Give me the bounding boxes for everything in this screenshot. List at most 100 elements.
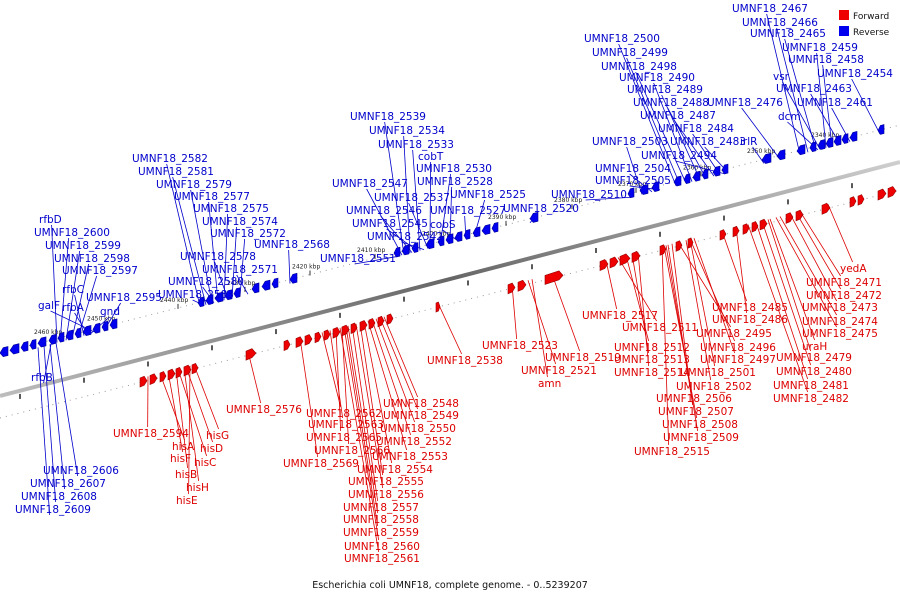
- forward-gene-arrow[interactable]: [341, 324, 350, 337]
- reverse-gene-arrow[interactable]: [214, 291, 224, 303]
- gene-label-umnf18-2551[interactable]: UMNF18_2551: [320, 253, 396, 265]
- gene-label-cobs[interactable]: cobS: [430, 219, 456, 231]
- gene-label-umnf18-2476[interactable]: UMNF18_2476: [707, 97, 783, 109]
- reverse-gene-arrow[interactable]: [463, 229, 471, 240]
- gene-label-umnf18-2512[interactable]: UMNF18_2512: [614, 342, 690, 354]
- gene-label-umnf18-2581[interactable]: UMNF18_2581: [138, 166, 214, 178]
- gene-label-umnf18-2472[interactable]: UMNF18_2472: [806, 290, 882, 302]
- gene-label-hisc[interactable]: hisC: [194, 457, 216, 469]
- gene-label-umnf18-2542[interactable]: UMNF18_2542: [367, 231, 443, 243]
- gene-label-umnf18-2557[interactable]: UMNF18_2557: [343, 502, 419, 514]
- gene-label-umnf18-2519[interactable]: UMNF18_2519: [545, 352, 621, 364]
- forward-gene-arrow[interactable]: [857, 194, 865, 206]
- gene-label-umnf18-2479[interactable]: UMNF18_2479: [776, 352, 852, 364]
- gene-label-umnf18-2466[interactable]: UMNF18_2466: [742, 17, 818, 29]
- gene-label-hisf[interactable]: hisF: [170, 453, 191, 465]
- gene-label-umnf18-2467[interactable]: UMNF18_2467: [732, 3, 808, 15]
- gene-label-umnf18-2505[interactable]: UMNF18_2505: [595, 175, 671, 187]
- reverse-gene-arrow[interactable]: [261, 279, 271, 291]
- forward-gene-arrow[interactable]: [167, 368, 176, 381]
- gene-label-irlr[interactable]: irlR: [740, 136, 757, 148]
- gene-label-umnf18-2482[interactable]: UMNF18_2482: [773, 393, 849, 405]
- gene-label-umnf18-2571[interactable]: UMNF18_2571: [202, 264, 278, 276]
- gene-label-umnf18-2565[interactable]: UMNF18_2565: [306, 432, 382, 444]
- gene-label-hish[interactable]: hisH: [186, 482, 209, 494]
- reverse-gene-arrow[interactable]: [65, 329, 74, 341]
- reverse-gene-arrow[interactable]: [233, 287, 241, 298]
- forward-gene-arrow[interactable]: [368, 318, 376, 330]
- gene-label-umnf18-2606[interactable]: UMNF18_2606: [43, 465, 119, 477]
- gene-label-umnf18-2481[interactable]: UMNF18_2481: [773, 380, 849, 392]
- reverse-gene-arrow[interactable]: [529, 211, 539, 223]
- reverse-gene-arrow[interactable]: [401, 244, 410, 256]
- gene-label-umnf18-2486[interactable]: UMNF18_2486: [712, 314, 788, 326]
- forward-gene-arrow[interactable]: [742, 223, 750, 235]
- forward-gene-arrow[interactable]: [687, 237, 694, 249]
- reverse-gene-arrow[interactable]: [92, 322, 101, 334]
- forward-gene-arrow[interactable]: [887, 186, 897, 198]
- gene-label-yeda[interactable]: yedA: [840, 263, 867, 275]
- reverse-gene-arrow[interactable]: [639, 183, 649, 195]
- gene-label-umnf18-2563[interactable]: UMNF18_2563: [308, 419, 384, 431]
- gene-label-umnf18-2549[interactable]: UMNF18_2549: [383, 410, 459, 422]
- forward-gene-arrow[interactable]: [849, 196, 857, 208]
- gene-label-umnf18-2499[interactable]: UMNF18_2499: [592, 47, 668, 59]
- forward-gene-arrow[interactable]: [631, 250, 641, 263]
- forward-gene-arrow[interactable]: [507, 282, 516, 295]
- gene-label-umnf18-2545[interactable]: UMNF18_2545: [352, 218, 428, 230]
- gene-label-umnf18-2501[interactable]: UMNF18_2501: [680, 367, 756, 379]
- reverse-gene-arrow[interactable]: [197, 296, 205, 308]
- forward-gene-arrow[interactable]: [245, 348, 257, 361]
- gene-label-rfbd[interactable]: rfbD: [39, 214, 62, 226]
- gene-label-umnf18-2530[interactable]: UMNF18_2530: [416, 163, 492, 175]
- gene-label-umnf18-2487[interactable]: UMNF18_2487: [640, 110, 716, 122]
- gene-label-umnf18-2514[interactable]: UMNF18_2514: [614, 367, 690, 379]
- reverse-gene-arrow[interactable]: [454, 231, 463, 242]
- forward-gene-arrow[interactable]: [149, 373, 158, 385]
- gene-label-umnf18-2484[interactable]: UMNF18_2484: [658, 123, 734, 135]
- gene-label-umnf18-2598[interactable]: UMNF18_2598: [54, 253, 130, 265]
- reverse-gene-arrow[interactable]: [833, 135, 842, 146]
- forward-gene-arrow[interactable]: [175, 367, 183, 379]
- reverse-gene-arrow[interactable]: [796, 144, 806, 156]
- gene-label-umnf18-2458[interactable]: UMNF18_2458: [788, 54, 864, 66]
- forward-gene-arrow[interactable]: [191, 362, 199, 375]
- gene-label-umnf18-2556[interactable]: UMNF18_2556: [348, 489, 424, 501]
- gene-label-rfbb[interactable]: rfbB: [31, 372, 53, 384]
- gene-label-umnf18-2504[interactable]: UMNF18_2504: [595, 163, 671, 175]
- reverse-gene-arrow[interactable]: [393, 246, 401, 258]
- gene-label-umnf18-2579[interactable]: UMNF18_2579: [156, 179, 232, 191]
- gene-label-umnf18-2506[interactable]: UMNF18_2506: [656, 393, 732, 405]
- reverse-gene-arrow[interactable]: [251, 282, 260, 294]
- gene-label-umnf18-2498[interactable]: UMNF18_2498: [601, 61, 677, 73]
- forward-gene-arrow[interactable]: [377, 315, 385, 328]
- reverse-gene-arrow[interactable]: [411, 242, 419, 253]
- forward-gene-arrow[interactable]: [719, 229, 727, 241]
- forward-gene-arrow[interactable]: [295, 336, 304, 348]
- gene-label-umnf18-2559[interactable]: UMNF18_2559: [343, 527, 419, 539]
- reverse-gene-arrow[interactable]: [48, 333, 57, 345]
- gene-label-umnf18-2538[interactable]: UMNF18_2538: [427, 355, 503, 367]
- gene-label-umnf18-2608[interactable]: UMNF18_2608: [21, 491, 97, 503]
- gene-label-umnf18-2539[interactable]: UMNF18_2539: [350, 111, 426, 123]
- gene-label-umnf18-2510[interactable]: UMNF18_2510: [551, 189, 627, 201]
- gene-label-umnf18-2575[interactable]: UMNF18_2575: [193, 203, 269, 215]
- reverse-gene-arrow[interactable]: [712, 165, 721, 177]
- gene-label-umnf18-2583[interactable]: UMNF18_2583: [158, 289, 234, 301]
- gene-label-umnf18-2546[interactable]: UMNF18_2546: [346, 205, 422, 217]
- gene-label-rfba[interactable]: rfbA: [62, 302, 85, 314]
- gene-label-umnf18-2594[interactable]: UMNF18_2594: [113, 428, 189, 440]
- gene-label-umnf18-2520[interactable]: UMNF18_2520: [503, 203, 579, 215]
- forward-gene-arrow[interactable]: [323, 329, 331, 341]
- reverse-gene-arrow[interactable]: [692, 170, 701, 182]
- reverse-gene-arrow[interactable]: [481, 223, 491, 235]
- gene-label-umnf18-2609[interactable]: UMNF18_2609: [15, 504, 91, 516]
- forward-gene-arrow[interactable]: [609, 256, 619, 269]
- reverse-gene-arrow[interactable]: [849, 131, 858, 142]
- gene-label-umnf18-2597[interactable]: UMNF18_2597: [62, 265, 138, 277]
- reverse-gene-arrow[interactable]: [841, 133, 849, 144]
- gene-label-umnf18-2461[interactable]: UMNF18_2461: [797, 97, 873, 109]
- gene-label-umnf18-2558[interactable]: UMNF18_2558: [343, 514, 419, 526]
- gene-label-umnf18-2553[interactable]: UMNF18_2553: [372, 451, 448, 463]
- gene-label-vsr[interactable]: vsr: [773, 71, 790, 83]
